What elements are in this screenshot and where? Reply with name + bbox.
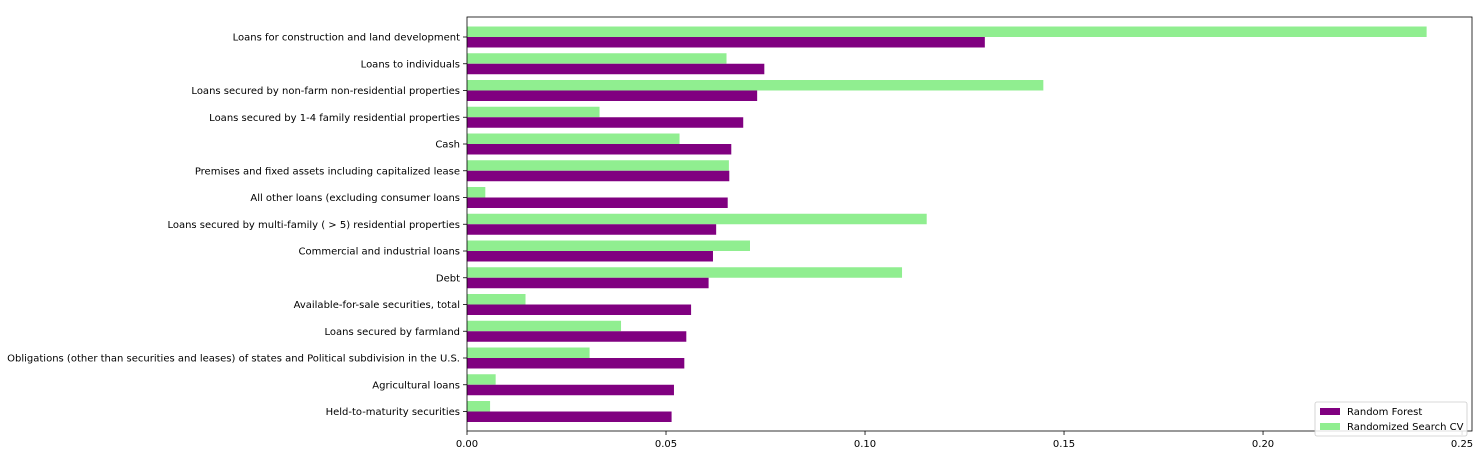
y-tick-label: Loans secured by non-farm non-residentia… — [191, 86, 460, 97]
y-tick-label: Loans secured by multi-family ( > 5) res… — [167, 220, 460, 231]
legend-label: Randomized Search CV — [1347, 422, 1464, 433]
y-tick-label: Loans for construction and land developm… — [233, 33, 460, 44]
y-tick-label: Commercial and industrial loans — [299, 247, 460, 258]
y-tick-label: Premises and fixed assets including capi… — [195, 166, 460, 177]
bar-randomized-search-cv — [467, 106, 600, 118]
bars-layer — [467, 26, 1427, 422]
legend-swatch — [1320, 408, 1340, 415]
bar-random-forest — [467, 63, 765, 75]
y-tick-label: All other loans (excluding consumer loan… — [250, 193, 460, 204]
y-tick-label: Loans secured by farmland — [325, 327, 461, 338]
bar-randomized-search-cv — [467, 26, 1427, 37]
bar-randomized-search-cv — [467, 53, 727, 64]
bar-random-forest — [467, 304, 692, 315]
bar-random-forest — [467, 411, 672, 422]
x-tick-label: 0.25 — [1451, 439, 1473, 450]
bar-randomized-search-cv — [467, 213, 927, 225]
bar-random-forest — [467, 37, 985, 48]
bar-randomized-search-cv — [467, 160, 729, 171]
y-axis-ticks: Loans for construction and land developm… — [7, 33, 467, 418]
y-tick-label: Loans to individuals — [361, 59, 460, 70]
bar-randomized-search-cv — [467, 187, 486, 198]
x-axis-ticks: 0.00 0.05 0.10 0.15 0.20 0.25 — [456, 431, 1473, 450]
y-tick-label: Obligations (other than securities and l… — [7, 354, 460, 365]
bar-randomized-search-cv — [467, 374, 496, 385]
bar-random-forest — [467, 277, 709, 289]
bar-random-forest — [467, 144, 732, 155]
x-tick-label: 0.20 — [1252, 439, 1274, 450]
y-tick-label: Agricultural loans — [372, 380, 460, 391]
bar-random-forest — [467, 358, 685, 369]
bar-random-forest — [467, 90, 758, 101]
legend-label: Random Forest — [1347, 407, 1422, 418]
bar-randomized-search-cv — [467, 133, 680, 144]
bar-random-forest — [467, 384, 674, 396]
x-tick-label: 0.00 — [456, 439, 478, 450]
x-tick-label: 0.10 — [854, 439, 876, 450]
bar-randomized-search-cv — [467, 267, 903, 278]
legend-box — [1314, 401, 1468, 437]
bar-random-forest — [467, 117, 744, 128]
y-tick-label: Debt — [436, 273, 460, 284]
bar-randomized-search-cv — [467, 320, 622, 332]
bar-randomized-search-cv — [467, 80, 1044, 91]
bar-random-forest — [467, 197, 728, 208]
y-tick-label: Cash — [435, 140, 460, 151]
bar-random-forest — [467, 170, 730, 182]
bar-randomized-search-cv — [467, 347, 590, 358]
bar-random-forest — [467, 251, 713, 262]
y-tick-label: Loans secured by 1-4 family residential … — [209, 113, 460, 124]
x-tick-label: 0.05 — [655, 439, 677, 450]
x-tick-label: 0.15 — [1053, 439, 1075, 450]
y-tick-label: Available-for-sale securities, total — [294, 300, 460, 311]
bar-randomized-search-cv — [467, 294, 526, 305]
bar-randomized-search-cv — [467, 401, 491, 412]
legend: Random Forest Randomized Search CV — [1314, 401, 1468, 437]
bar-random-forest — [467, 331, 687, 342]
bar-randomized-search-cv — [467, 240, 750, 251]
bar-random-forest — [467, 224, 717, 235]
legend-swatch — [1320, 423, 1340, 430]
y-tick-label: Held-to-maturity securities — [326, 407, 460, 418]
